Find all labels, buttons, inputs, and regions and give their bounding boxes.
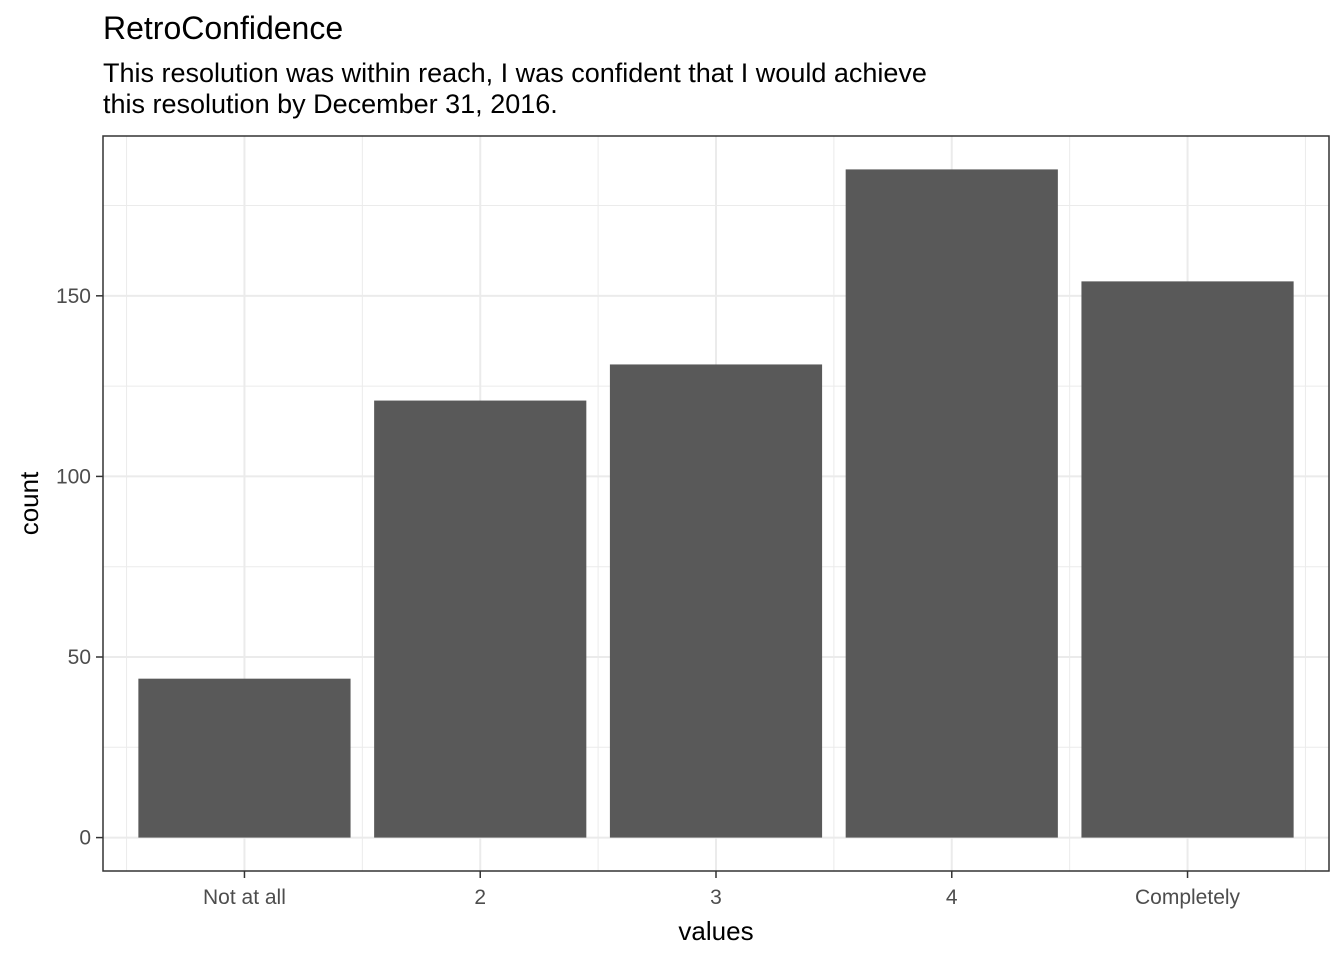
y-axis-title: count	[14, 471, 44, 535]
x-axis-title: values	[678, 916, 753, 946]
chart-subtitle-line-1: This resolution was within reach, I was …	[103, 58, 927, 88]
bar-completely	[1081, 281, 1294, 838]
x-tick-label: Completely	[1135, 886, 1241, 909]
x-tick-label: 3	[710, 886, 722, 909]
chart-title: RetroConfidence	[103, 10, 344, 46]
chart-subtitle: This resolution was within reach, I was …	[103, 58, 1103, 120]
x-axis: Not at all 2 3 4 Completely	[203, 871, 1241, 909]
y-tick-label: 50	[68, 646, 91, 669]
y-tick-label: 0	[79, 827, 91, 850]
bar-2	[374, 400, 587, 838]
bar-3	[609, 364, 823, 838]
bars	[138, 169, 1294, 838]
x-tick-label: Not at all	[203, 886, 286, 909]
x-tick-label: 4	[946, 886, 958, 909]
bar-4	[845, 169, 1058, 838]
y-tick-label: 100	[56, 465, 91, 488]
bar-not-at-all	[138, 678, 351, 838]
y-tick-label: 150	[56, 285, 91, 308]
y-axis: 0 50 100 150	[56, 285, 103, 850]
x-tick-label: 2	[474, 886, 486, 909]
chart-subtitle-line-2: this resolution by December 31, 2016.	[103, 89, 558, 119]
